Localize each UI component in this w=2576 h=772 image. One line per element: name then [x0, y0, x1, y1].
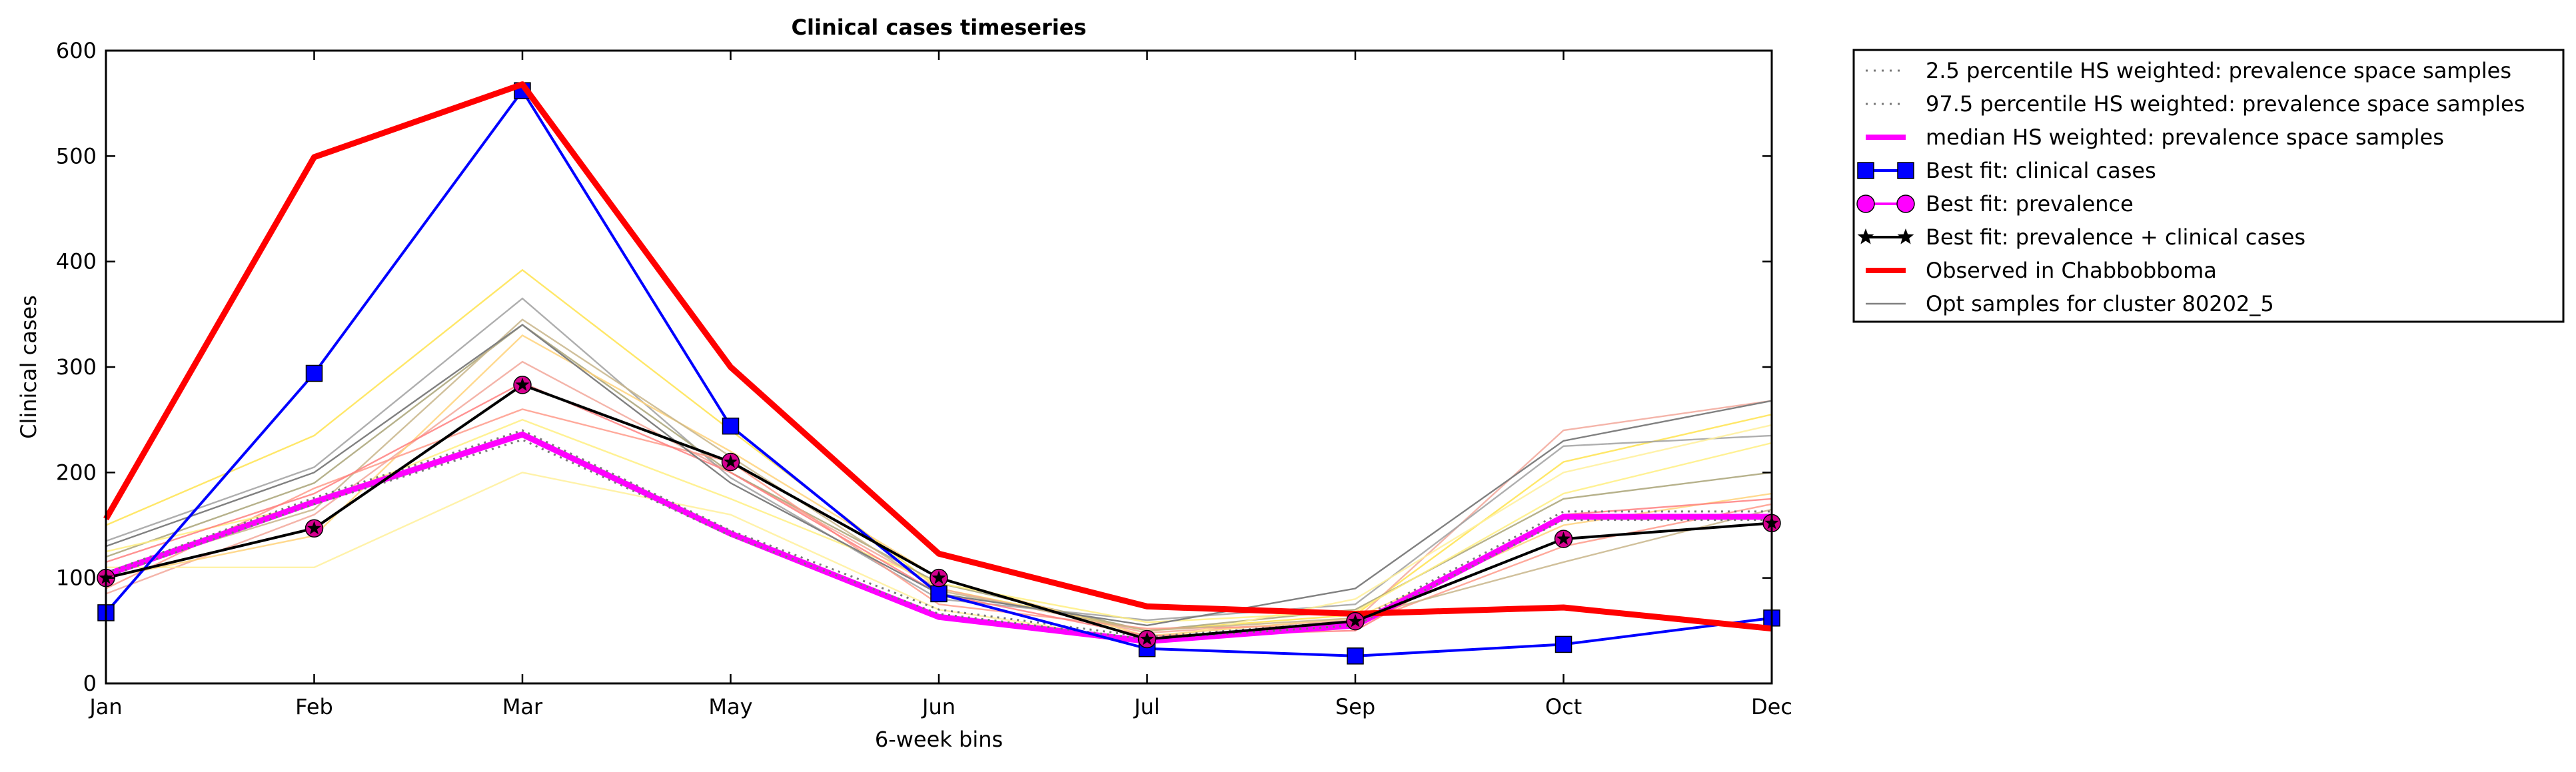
legend-label: Best fit: prevalence	[1926, 191, 2134, 216]
legend-item: Observed in Chabbobboma	[1866, 258, 2217, 283]
marker-square-best-fit-clinical	[930, 585, 948, 603]
marker-square-best-fit-clinical	[1347, 647, 1364, 665]
opt-sample-line	[105, 408, 1772, 629]
legend-item: 97.5 percentile HS weighted: prevalence …	[1866, 91, 2525, 117]
y-axis-label: Clinical cases	[16, 295, 41, 439]
series-line-2-5-percentile	[105, 438, 1772, 641]
marker-square-best-fit-clinical	[722, 417, 740, 435]
x-tick-label: Jun	[921, 694, 956, 719]
marker-square-best-fit-clinical	[1555, 635, 1573, 653]
legend-marker-circle	[1856, 194, 1875, 213]
x-tick-label: Mar	[502, 694, 543, 719]
legend-item: Best fit: clinical cases	[1857, 158, 2156, 183]
marker-star-best-fit-prev-clinical	[515, 377, 530, 391]
series-layer	[97, 81, 1781, 665]
y-tick-label: 0	[83, 671, 97, 696]
legend-marker-square	[1897, 162, 1914, 179]
x-axis-label: 6-week bins	[875, 727, 1003, 752]
legend: 2.5 percentile HS weighted: prevalence s…	[1852, 49, 2565, 323]
marker-star-best-fit-prev-clinical	[932, 570, 946, 584]
x-tick-label: Sep	[1335, 694, 1375, 719]
marker-star-best-fit-prev-clinical	[1557, 532, 1571, 545]
legend-label: Observed in Chabbobboma	[1926, 258, 2217, 283]
x-tick-label: Oct	[1545, 694, 1582, 719]
y-tick-label: 300	[56, 354, 97, 380]
marker-square-best-fit-clinical	[305, 364, 323, 382]
legend-marker-square	[1857, 162, 1874, 179]
y-tick-label: 500	[56, 143, 97, 169]
legend-box	[1852, 49, 2565, 323]
legend-marker-star	[1897, 228, 1914, 244]
marker-star-best-fit-prev-clinical	[1348, 613, 1363, 627]
x-tick-label: Jan	[88, 694, 122, 719]
legend-label: 2.5 percentile HS weighted: prevalence s…	[1926, 58, 2511, 83]
legend-label: Best fit: clinical cases	[1926, 158, 2156, 183]
legend-label: Best fit: prevalence + clinical cases	[1926, 224, 2305, 250]
legend-item: Best fit: prevalence	[1856, 191, 2134, 216]
chart-title: Clinical cases timeseries	[792, 15, 1087, 40]
marker-star-best-fit-prev-clinical	[724, 454, 738, 468]
legend-label: 97.5 percentile HS weighted: prevalence …	[1926, 91, 2525, 117]
y-tick-label: 400	[56, 249, 97, 274]
x-tick-label: Feb	[295, 694, 333, 719]
legend-item: 2.5 percentile HS weighted: prevalence s…	[1866, 58, 2511, 83]
x-tick-label: Dec	[1751, 694, 1792, 719]
series-line-97-5-percentile	[105, 429, 1772, 638]
x-tick-label: May	[708, 694, 752, 719]
legend-item: Best fit: prevalence + clinical cases	[1857, 224, 2305, 250]
legend-label: Opt samples for cluster 80202_5	[1926, 291, 2274, 316]
legend-item: median HS weighted: prevalence space sam…	[1866, 125, 2444, 150]
legend-label: median HS weighted: prevalence space sam…	[1926, 125, 2444, 150]
y-tick-label: 600	[56, 38, 97, 63]
y-tick-label: 100	[56, 566, 97, 591]
marker-star-best-fit-prev-clinical	[307, 521, 321, 535]
series-line-observed	[103, 81, 1772, 632]
axes-layer: 0 100 200 300 400 500 600 Jan Feb Mar May Jun Jul Sep…	[56, 38, 1792, 719]
y-tick-label: 200	[56, 460, 97, 485]
x-tick-label: Jul	[1133, 694, 1160, 719]
legend-marker-star	[1857, 228, 1874, 244]
marker-star-best-fit-prev-clinical	[1140, 631, 1154, 645]
legend-item: Opt samples for cluster 80202_5	[1866, 291, 2274, 316]
legend-marker-circle	[1896, 194, 1915, 213]
